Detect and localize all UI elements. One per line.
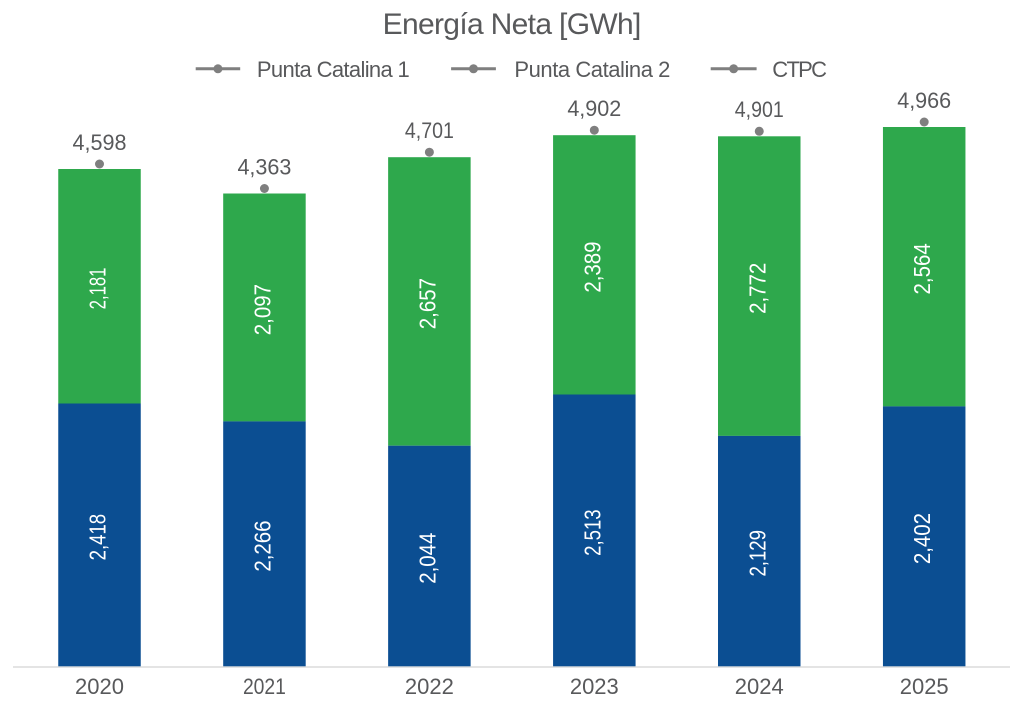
svg-text:2024: 2024 (735, 674, 784, 699)
svg-text:4,902: 4,902 (567, 96, 621, 121)
svg-text:2,266: 2,266 (249, 520, 275, 571)
svg-text:2,564: 2,564 (909, 243, 935, 294)
svg-text:2,418: 2,418 (85, 514, 111, 561)
svg-text:4,966: 4,966 (897, 88, 951, 113)
svg-text:4,701: 4,701 (405, 118, 454, 143)
svg-text:2,389: 2,389 (579, 241, 605, 292)
svg-text:2,129: 2,129 (744, 530, 770, 577)
svg-text:2022: 2022 (405, 674, 454, 699)
svg-text:2023: 2023 (570, 674, 619, 699)
svg-text:CTPC: CTPC (772, 57, 827, 82)
svg-text:2,402: 2,402 (909, 513, 935, 564)
svg-text:4,363: 4,363 (237, 154, 291, 179)
svg-text:Punta Catalina 2: Punta Catalina 2 (514, 57, 670, 82)
svg-text:2,513: 2,513 (579, 509, 605, 556)
svg-text:2,657: 2,657 (414, 278, 440, 329)
svg-text:2,097: 2,097 (249, 284, 275, 335)
svg-text:Energía Neta [GWh]: Energía Neta [GWh] (383, 8, 642, 41)
svg-text:2021: 2021 (243, 674, 286, 699)
svg-text:4,901: 4,901 (735, 97, 784, 122)
svg-text:Punta Catalina 1: Punta Catalina 1 (257, 57, 410, 82)
svg-text:2020: 2020 (75, 674, 124, 699)
svg-text:2,772: 2,772 (744, 263, 770, 314)
svg-text:2025: 2025 (900, 674, 949, 699)
svg-text:4,598: 4,598 (73, 130, 127, 155)
svg-text:2,181: 2,181 (85, 268, 111, 310)
svg-text:2,044: 2,044 (414, 532, 440, 583)
